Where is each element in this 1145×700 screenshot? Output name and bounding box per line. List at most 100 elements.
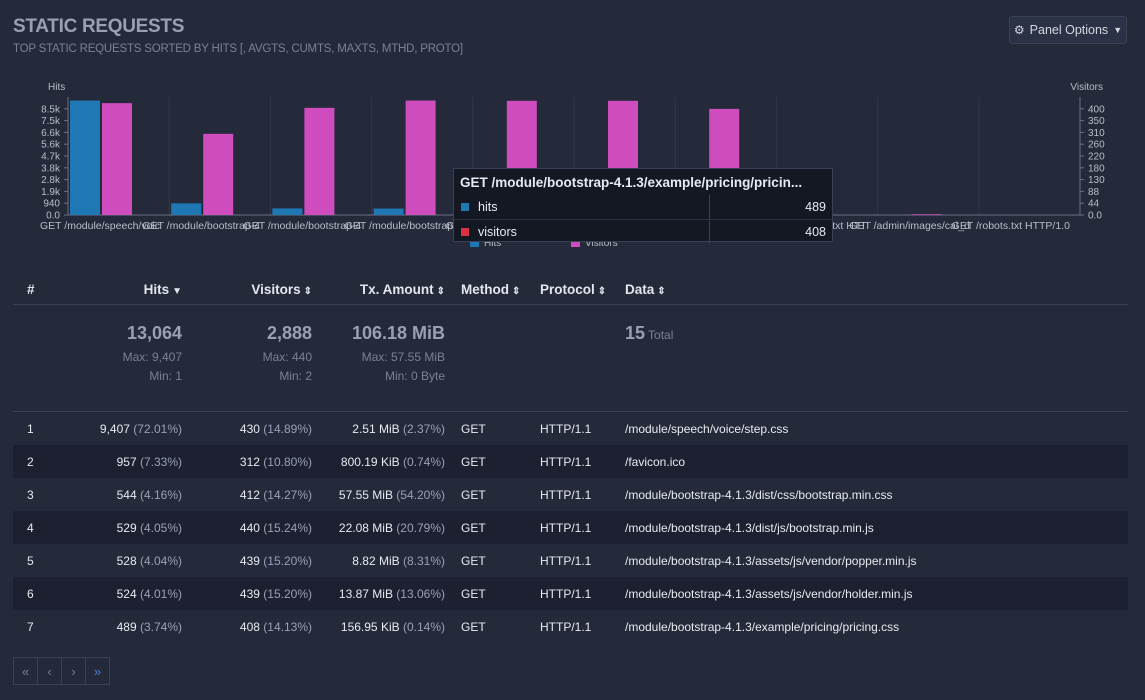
hits-max: Max: 9,407 <box>122 350 182 364</box>
table-row[interactable]: 7 489 (3.74%) 408 (14.13%) 156.95 KiB (0.14… <box>13 610 1128 643</box>
row-method: GET <box>461 619 486 634</box>
hits-min: Min: 1 <box>149 369 182 383</box>
panel-options-label: Panel Options <box>1029 23 1109 37</box>
col-visitors-header[interactable]: Visitors ⇕ <box>182 274 312 305</box>
row-visitors: 430 (14.89%) <box>239 421 312 436</box>
y-tick-label-left: 5.6k <box>41 140 61 151</box>
panel-title: STATIC REQUESTS <box>13 16 185 37</box>
bar-visitors <box>911 214 942 215</box>
sort-icon: ⇕ <box>436 285 445 297</box>
table-row[interactable]: 3 544 (4.16%) 412 (14.27%) 57.55 MiB (54.20… <box>13 478 1128 511</box>
row-method: GET <box>445 445 540 478</box>
col-hits-header[interactable]: Hits ▼ <box>72 274 182 305</box>
next-page-button[interactable]: › <box>61 657 86 685</box>
tx-max: Max: 57.55 MiB <box>361 350 445 364</box>
row-data: /module/bootstrap-4.1.3/dist/js/bootstra… <box>625 511 1128 544</box>
first-page-button[interactable]: « <box>13 657 38 685</box>
summary-row: 13,064 Max: 9,407 Min: 1 2,888 Max: 440 … <box>13 304 1128 412</box>
y-tick-label-right: 220 <box>1088 152 1105 163</box>
table-row[interactable]: 2 957 (7.33%) 312 (10.80%) 800.19 KiB (0.74… <box>13 445 1128 478</box>
sort-icon: ⇕ <box>657 285 666 297</box>
y-tick-label-right: 260 <box>1088 140 1105 151</box>
col-tx-header[interactable]: Tx. Amount ⇕ <box>312 274 445 305</box>
sort-icon: ⇕ <box>303 285 312 297</box>
row-hits: 529 (4.05%) <box>72 511 182 544</box>
row-tx: 800.19 KiB (0.74%) <box>312 445 445 478</box>
y-tick-label-left: 4.7k <box>41 152 61 163</box>
x-tick-label: GET /module/bootstrap-4 <box>244 220 362 232</box>
row-visitors: 408 (14.13%) <box>239 619 312 634</box>
last-page-button[interactable]: » <box>85 657 110 685</box>
visitors-total: 2,888 <box>266 323 312 343</box>
col-num-header: # <box>13 274 72 305</box>
panel-header: STATIC REQUESTS TOP STATIC REQUESTS SORT… <box>13 16 463 55</box>
y-tick-label-left: 1.9k <box>41 187 61 198</box>
bar-hits <box>272 208 303 215</box>
gear-icon: ⚙ <box>1013 23 1025 37</box>
prev-page-button[interactable]: ‹ <box>37 657 62 685</box>
x-tick-label: GET /module/bootstrap-4 <box>345 220 463 232</box>
row-method: GET <box>461 487 486 502</box>
row-hits: 544 (4.16%) <box>116 487 182 502</box>
y-tick-label-right: 0.0 <box>1088 211 1102 222</box>
row-number: 7 <box>27 619 34 634</box>
data-total: 15 <box>625 323 646 343</box>
row-hits: 489 (3.74%) <box>116 619 182 634</box>
tooltip-label: visitors <box>478 225 517 239</box>
row-method: GET <box>445 577 540 610</box>
x-tick-label: GET /admin/images/cal_d <box>849 220 970 232</box>
row-hits: 524 (4.01%) <box>72 577 182 610</box>
row-tx: 22.08 MiB (20.79%) <box>312 511 445 544</box>
sort-desc-icon: ▼ <box>172 285 182 297</box>
row-visitors: 412 (14.27%) <box>239 487 312 502</box>
table-row[interactable]: 1 9,407 (72.01%) 430 (14.89%) 2.51 MiB (2.3… <box>13 412 1128 446</box>
row-tx: 57.55 MiB (54.20%) <box>338 487 445 502</box>
row-protocol: HTTP/1.1 <box>540 487 592 502</box>
sort-icon: ⇕ <box>512 285 521 297</box>
table-row[interactable]: 4 529 (4.05%) 440 (15.24%) 22.08 MiB (20.79… <box>13 511 1128 544</box>
legend-swatch-visitors <box>571 238 580 247</box>
y-tick-label-left: 2.8k <box>41 175 61 186</box>
row-tx: 156.95 KiB (0.14%) <box>340 619 445 634</box>
row-protocol: HTTP/1.1 <box>540 445 625 478</box>
legend-label-hits: Hits <box>484 238 501 249</box>
row-number: 1 <box>27 421 34 436</box>
row-method: GET <box>461 553 486 568</box>
x-tick-label: GET /module/bootstrap-4 <box>142 220 260 232</box>
legend-label-visitors: Visitors <box>585 238 618 249</box>
y-tick-label-left: 3.8k <box>41 163 61 174</box>
chart-tooltip: GET /module/bootstrap-4.1.3/example/pric… <box>453 168 833 244</box>
row-number: 6 <box>13 577 72 610</box>
row-number: 2 <box>13 445 72 478</box>
bar-visitors <box>203 133 234 215</box>
y-tick-label-left: 940 <box>43 199 60 210</box>
bar-hits <box>373 208 404 215</box>
panel-options-button[interactable]: ⚙ Panel Options ▼ <box>1009 16 1127 44</box>
tooltip-value: 408 <box>805 225 826 239</box>
visitors-max: Max: 440 <box>262 350 312 364</box>
bar-hits <box>70 100 100 215</box>
x-tick-label: GET /robots.txt HTTP/1.0 <box>952 220 1070 232</box>
row-protocol: HTTP/1.1 <box>540 421 592 436</box>
col-method-header[interactable]: Method ⇕ <box>445 274 540 305</box>
pagination: « ‹ › » <box>13 657 110 685</box>
col-data-header[interactable]: Data ⇕ <box>625 274 1128 305</box>
y-tick-label-right: 130 <box>1088 175 1105 186</box>
row-protocol: HTTP/1.1 <box>540 577 625 610</box>
row-hits: 957 (7.33%) <box>72 445 182 478</box>
caret-down-icon: ▼ <box>1113 25 1123 35</box>
row-data: /module/bootstrap-4.1.3/example/pricing/… <box>625 619 900 634</box>
hits-swatch <box>461 203 469 211</box>
table-row[interactable]: 6 524 (4.01%) 439 (15.20%) 13.87 MiB (13.06… <box>13 577 1128 610</box>
sort-icon: ⇕ <box>597 285 607 297</box>
table-row[interactable]: 5 528 (4.04%) 439 (15.20%) 8.82 MiB (8.31%)… <box>13 544 1128 577</box>
row-data: /module/bootstrap-4.1.3/assets/js/vendor… <box>625 553 917 568</box>
row-visitors: 440 (15.24%) <box>182 511 312 544</box>
tooltip-label: hits <box>478 200 498 214</box>
y-tick-label-left: 7.5k <box>41 116 61 127</box>
data-total-label: Total <box>648 328 674 342</box>
tooltip-title: GET /module/bootstrap-4.1.3/example/pric… <box>460 175 803 190</box>
col-protocol-header[interactable]: Protocol ⇕ <box>540 274 625 305</box>
bar-visitors <box>405 100 436 215</box>
row-number: 3 <box>27 487 34 502</box>
